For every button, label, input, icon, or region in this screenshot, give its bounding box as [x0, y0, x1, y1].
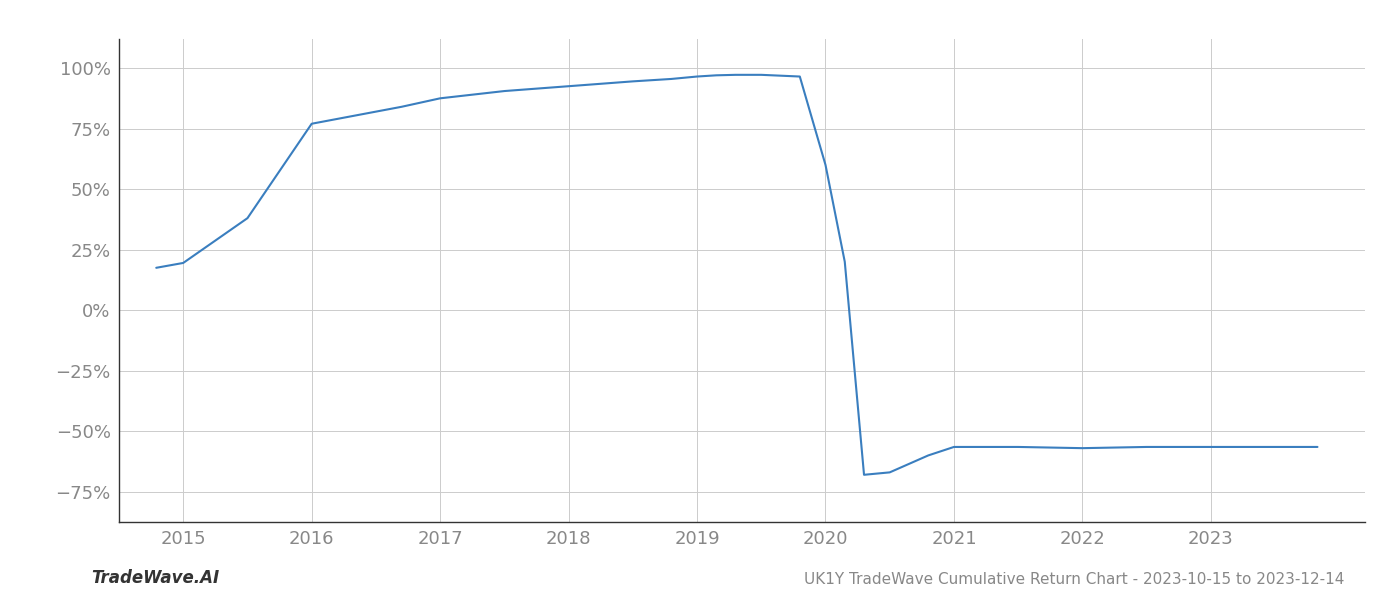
Text: UK1Y TradeWave Cumulative Return Chart - 2023-10-15 to 2023-12-14: UK1Y TradeWave Cumulative Return Chart -…	[804, 572, 1344, 587]
Text: TradeWave.AI: TradeWave.AI	[91, 569, 220, 587]
